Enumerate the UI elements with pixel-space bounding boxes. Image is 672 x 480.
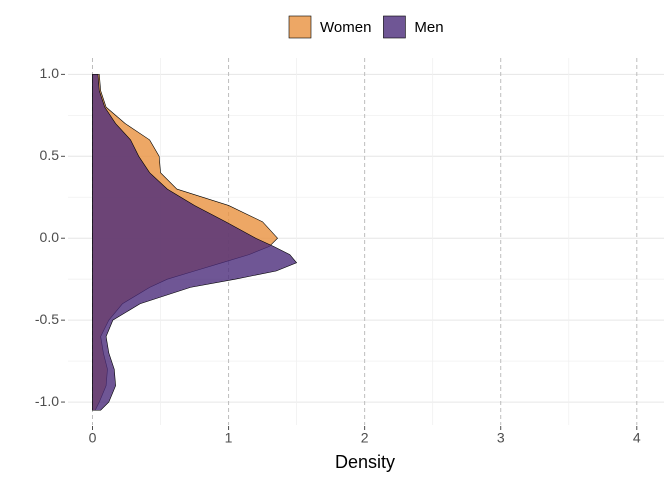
x-tick-label: 1 [225, 430, 233, 446]
y-tick-label: 1.0 [40, 65, 60, 81]
legend-label: Women [320, 19, 371, 36]
legend-swatch [288, 15, 312, 39]
y-tick-label: -0.5 [35, 311, 59, 327]
legend-swatch [383, 15, 406, 39]
x-tick-label: 0 [89, 430, 97, 446]
legend-label: Men [414, 19, 443, 36]
y-tick-label: -1.0 [35, 393, 59, 409]
y-tick-label: 0.0 [40, 229, 60, 245]
x-tick-label: 4 [633, 430, 641, 446]
x-axis-title: Density [335, 452, 395, 472]
density-area [92, 74, 298, 411]
y-tick-label: 0.5 [40, 147, 60, 163]
x-tick-label: 3 [497, 430, 505, 446]
x-tick-label: 2 [361, 430, 369, 446]
